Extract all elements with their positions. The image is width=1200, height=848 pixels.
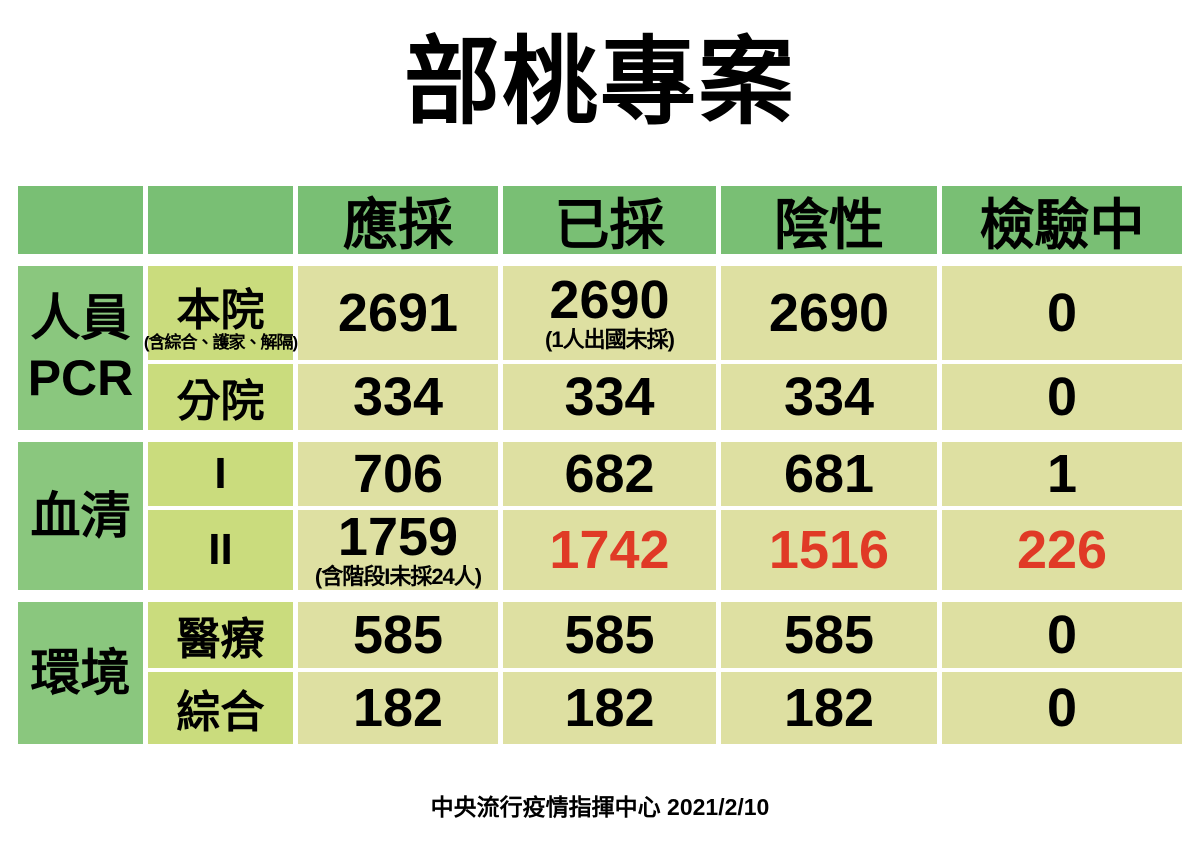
row-label-note: (含綜合、護家、解隔) [143,332,298,352]
table-cell: 585 [503,602,716,668]
cell-value: 1516 [768,520,890,580]
row-label-text: 分院 [176,377,265,426]
cell-value: 334 [564,367,655,427]
header-spacer-cell [18,186,143,254]
column-header-sampled: 已採 [503,186,716,256]
table-cell: 182 [503,672,716,744]
cell-value: 2691 [337,283,459,343]
table-cell: 1742 [503,510,716,590]
row-label-text: 醫療 [176,615,265,664]
cell-value: 334 [783,367,875,427]
row-label-text: II [208,525,233,574]
table-cell: 585 [721,602,937,668]
cell-value: 0 [1046,605,1078,665]
table-cell: 182 [721,672,937,744]
table-cell: 2690 (1人出國未採) [503,266,716,360]
table-cell: 334 [298,364,498,430]
row-label-general: 綜合 [148,672,293,744]
header-spacer-cell [148,186,293,254]
table-cell: 334 [721,364,937,430]
source-footer: 中央流行疫情指揮中心 2021/2/10 [430,794,770,820]
cell-value: 1 [1046,444,1078,504]
cell-value: 585 [352,605,444,665]
table-cell: 226 [942,510,1182,590]
page-title: 部桃專案 [404,29,796,136]
group-label-personnel-pcr: 人員 PCR [18,266,143,430]
table-cell: 2690 [721,266,937,360]
table-cell: 681 [721,442,937,506]
row-spacer [18,258,1182,262]
cell-value: 2690 [549,270,670,331]
cell-value: 226 [1016,520,1108,580]
table-cell: 334 [503,364,716,430]
status-table: 應採 已採 陰性 檢驗中 人員 PCR 本院 (含綜合、護家、解隔) 2691 … [18,186,1182,744]
cell-note: (1人出國未採) [545,327,675,353]
table-cell: 0 [942,672,1182,744]
table-cell: 0 [942,602,1182,668]
column-header-testing: 檢驗中 [942,186,1182,256]
cell-value: 1759 [337,507,459,568]
row-label-medical: 醫療 [148,602,293,668]
row-label-stage-2: II [148,510,293,590]
row-spacer [18,434,1182,438]
cell-value: 0 [1046,283,1078,343]
table-cell: 706 [298,442,498,506]
row-label-stage-1: I [148,442,293,506]
row-label-text: 本院 [176,285,265,335]
table-cell: 2691 [298,266,498,360]
row-spacer [18,594,1182,598]
table-cell: 0 [942,364,1182,430]
cell-value: 182 [564,678,655,738]
table-cell: 1759 (含階段I未採24人) [298,510,498,590]
table-cell: 1516 [721,510,937,590]
group-label-environment: 環境 [18,602,143,744]
table-cell: 0 [942,266,1182,360]
cell-value: 2690 [768,283,890,343]
cell-value: 182 [352,678,444,738]
group-label-line: 血清 [30,488,131,544]
row-label-branch-hospital: 分院 [148,364,293,430]
table-cell: 182 [298,672,498,744]
row-label-text: I [214,449,227,498]
cell-value: 682 [564,444,655,504]
cell-value: 1742 [549,520,670,580]
group-label-serum: 血清 [18,442,143,590]
column-header-negative: 陰性 [721,186,937,256]
table-cell: 1 [942,442,1182,506]
cell-value: 681 [783,444,875,504]
table-cell: 585 [298,602,498,668]
cell-note: (含階段I未採24人) [314,564,482,590]
group-label-line: 人員 [30,290,131,346]
cell-value: 182 [783,678,875,738]
cell-value: 585 [564,605,655,665]
row-label-text: 綜合 [176,688,265,737]
group-label-line: 環境 [30,645,131,701]
cell-value: 706 [352,444,444,504]
cell-value: 334 [352,367,444,427]
cell-value: 585 [783,605,875,665]
group-label-line: PCR [27,350,134,406]
cell-value: 0 [1046,678,1078,738]
table-cell: 682 [503,442,716,506]
row-label-main-hospital: 本院 (含綜合、護家、解隔) [144,266,298,360]
cell-value: 0 [1046,367,1078,427]
column-header-should-sample: 應採 [298,186,498,256]
